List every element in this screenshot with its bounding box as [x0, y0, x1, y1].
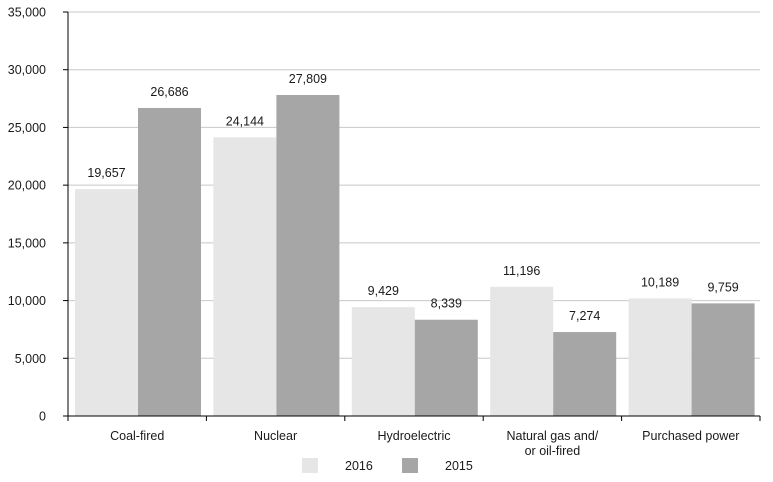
bar-2015-4 — [691, 303, 755, 416]
y-tick-label: 25,000 — [8, 121, 46, 135]
x-tick-label: Purchased power — [642, 429, 739, 443]
bar-2015-0 — [138, 107, 201, 416]
y-tick-label: 0 — [39, 410, 46, 424]
y-tick-label: 30,000 — [8, 63, 46, 77]
data-label: 7,274 — [569, 309, 600, 323]
y-tick-label: 15,000 — [8, 236, 46, 250]
bar-2015-2 — [414, 319, 478, 416]
data-label: 11,196 — [503, 264, 540, 278]
y-axis: 0 5,000 10,000 15,000 20,000 25,000 30,000 35,0… — [8, 6, 69, 424]
y-tick-label: 20,000 — [8, 179, 46, 193]
x-axis: Coal-fired Nuclear Hydroelectric Natural ga… — [67, 415, 761, 458]
data-label: 19,657 — [87, 166, 125, 180]
y-tick-label: 5,000 — [15, 352, 46, 366]
legend: 2016 2015 — [302, 458, 473, 473]
data-label: 9,429 — [368, 284, 399, 298]
y-tick-label: 10,000 — [8, 294, 46, 308]
bars — [75, 95, 755, 416]
y-tick-label: 35,000 — [8, 6, 46, 20]
x-tick-label: Natural gas and/or oil-fired — [507, 429, 599, 458]
data-label: 10,189 — [641, 275, 679, 289]
data-label: 26,686 — [150, 85, 188, 99]
bar-2016-1 — [213, 137, 277, 416]
bar-2015-3 — [553, 332, 617, 416]
x-tick-label: Coal-fired — [110, 429, 164, 443]
bar-2015-1 — [276, 95, 340, 416]
data-label: 8,339 — [431, 297, 462, 311]
bar-2016-0 — [75, 189, 138, 416]
data-labels: 19,657 24,144 9,429 11,196 10,189 26,686 27,80… — [87, 72, 738, 323]
bar-2016-2 — [351, 307, 415, 416]
legend-swatch-2015 — [402, 458, 418, 473]
data-label: 24,144 — [226, 114, 264, 128]
x-tick-label: Hydroelectric — [378, 429, 451, 443]
bar-2016-4 — [628, 298, 692, 416]
legend-label: 2016 — [345, 459, 373, 473]
data-label: 9,759 — [707, 280, 738, 294]
x-tick-label: Nuclear — [254, 429, 297, 443]
legend-label: 2015 — [445, 459, 473, 473]
data-label: 27,809 — [289, 72, 327, 86]
legend-swatch-2016 — [302, 458, 318, 473]
bar-2016-3 — [490, 286, 554, 416]
